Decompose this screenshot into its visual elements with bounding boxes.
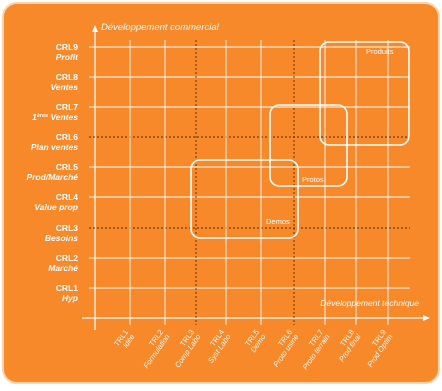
x-axis-arrow [423, 315, 430, 321]
y-axis-title: Développement commercial [101, 22, 220, 33]
crl-grid [89, 46, 410, 289]
crl4-name: Value prop [34, 202, 78, 212]
zone-produits-label: Produits [366, 47, 394, 56]
crl3-name: Besoins [45, 233, 78, 243]
crl-labels: CRL9 Profit CRL8 Ventes CRL7 1ères Vente… [27, 42, 80, 303]
crl7-name-pre: 1 [32, 112, 37, 122]
crl1-code: CRL1 [56, 283, 78, 293]
crl7-name-post: Ventes [48, 112, 78, 122]
zone-demos [190, 159, 299, 239]
crl7-code: CRL7 [56, 102, 78, 112]
crl4-code: CRL4 [56, 192, 78, 202]
crl7-name: 1ères Ventes [32, 112, 78, 122]
y-axis-arrow [92, 25, 98, 32]
crl5-name: Prod/Marché [27, 172, 79, 182]
zone-produits [319, 41, 410, 146]
x-axis-title: Développement technique [320, 298, 419, 308]
crl1-name: Hyp [62, 293, 78, 303]
crl6-name: Plan ventes [31, 142, 79, 152]
zones [190, 41, 410, 239]
zone-protos-label: Protos [302, 175, 324, 184]
trl-grid [129, 40, 389, 325]
crl2-code: CRL2 [56, 253, 78, 263]
crl5-code: CRL5 [56, 162, 78, 172]
crl9-name: Profit [56, 52, 79, 62]
crl8-code: CRL8 [56, 72, 78, 82]
crl6-code: CRL6 [56, 132, 78, 142]
crl8-name: Ventes [50, 82, 78, 92]
crl7-name-sup: ères [37, 113, 48, 119]
crl9-code: CRL9 [56, 42, 78, 52]
axes [82, 30, 425, 330]
crl3-code: CRL3 [56, 223, 78, 233]
crl2-name: Marché [48, 263, 78, 273]
zone-demos-label: Demos [266, 217, 290, 226]
